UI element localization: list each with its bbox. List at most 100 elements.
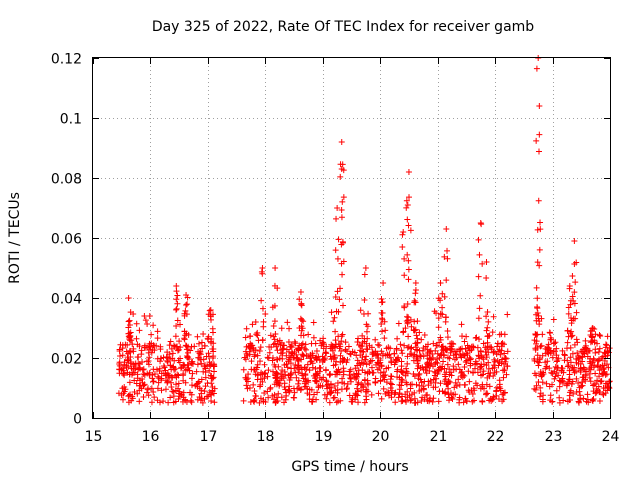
data-point (424, 398, 431, 405)
data-point (173, 323, 180, 330)
data-point (567, 344, 574, 351)
data-point (262, 399, 269, 406)
data-point (292, 340, 299, 347)
data-point (592, 331, 599, 338)
data-point (320, 335, 327, 342)
data-point (342, 346, 349, 353)
data-point (462, 395, 469, 402)
data-point (437, 280, 444, 286)
data-point (537, 219, 544, 226)
data-point (452, 348, 459, 355)
data-point (337, 285, 344, 292)
data-point (591, 326, 598, 333)
data-point (378, 321, 385, 328)
data-point (313, 357, 320, 364)
data-point (291, 348, 298, 355)
data-point (417, 376, 424, 383)
data-point (358, 387, 365, 394)
data-point (404, 251, 411, 258)
data-point (326, 399, 333, 406)
data-point (445, 385, 452, 392)
data-point (270, 333, 277, 340)
data-point (208, 398, 215, 405)
data-point (479, 383, 486, 390)
data-point (452, 391, 459, 398)
data-point (267, 332, 274, 339)
data-point (594, 358, 601, 365)
data-point (339, 161, 346, 168)
data-point (272, 372, 279, 379)
data-point (568, 380, 575, 387)
data-point (362, 265, 369, 271)
data-point (323, 378, 330, 385)
data-point (485, 359, 492, 366)
data-point (188, 375, 195, 382)
data-point (340, 365, 347, 372)
data-point (378, 362, 385, 369)
data-point (596, 398, 603, 405)
data-point (242, 334, 249, 341)
data-point (333, 215, 340, 222)
data-point (125, 393, 132, 400)
data-point (407, 397, 414, 404)
data-point (426, 356, 433, 363)
data-point (146, 312, 153, 319)
data-point (587, 378, 594, 385)
data-point (493, 368, 500, 375)
data-point (257, 395, 264, 402)
data-point (442, 373, 449, 380)
data-point (407, 227, 414, 234)
data-point (462, 346, 469, 353)
data-point (338, 166, 345, 172)
data-point (182, 332, 189, 339)
data-point (310, 319, 317, 326)
data-point (490, 349, 497, 356)
data-point (575, 355, 582, 362)
data-point (533, 65, 540, 72)
data-point (409, 381, 416, 388)
data-point (439, 304, 446, 311)
data-point (539, 331, 546, 338)
data-point (340, 194, 347, 201)
data-point (417, 353, 424, 360)
data-point (595, 349, 602, 356)
data-point (537, 390, 544, 397)
data-point (169, 388, 176, 395)
data-point (533, 317, 540, 324)
data-point (596, 373, 603, 380)
data-point (436, 388, 443, 395)
data-point (592, 370, 599, 377)
data-point (578, 379, 585, 386)
data-point (252, 319, 259, 326)
data-point (437, 334, 444, 341)
data-point (485, 333, 492, 340)
data-point (125, 318, 132, 325)
data-point (202, 374, 209, 381)
data-point (563, 381, 570, 388)
data-point (271, 318, 278, 325)
data-point (385, 344, 392, 351)
data-point (586, 374, 593, 381)
data-point (439, 290, 446, 297)
data-point (536, 359, 543, 366)
data-point (339, 238, 346, 245)
data-point (287, 374, 294, 381)
data-point (251, 396, 258, 403)
data-point (351, 349, 358, 356)
data-point (281, 380, 288, 387)
data-point (447, 349, 454, 356)
data-point (338, 348, 345, 355)
data-point (116, 366, 123, 373)
data-point (284, 319, 291, 326)
data-point (247, 398, 254, 405)
data-point (574, 339, 581, 346)
data-point (188, 399, 195, 406)
data-point (158, 387, 165, 394)
data-point (343, 359, 350, 366)
data-point (168, 373, 175, 380)
data-point (298, 341, 305, 348)
data-point (205, 350, 212, 357)
data-point (486, 397, 493, 404)
data-point (483, 346, 490, 353)
data-point (412, 286, 419, 293)
